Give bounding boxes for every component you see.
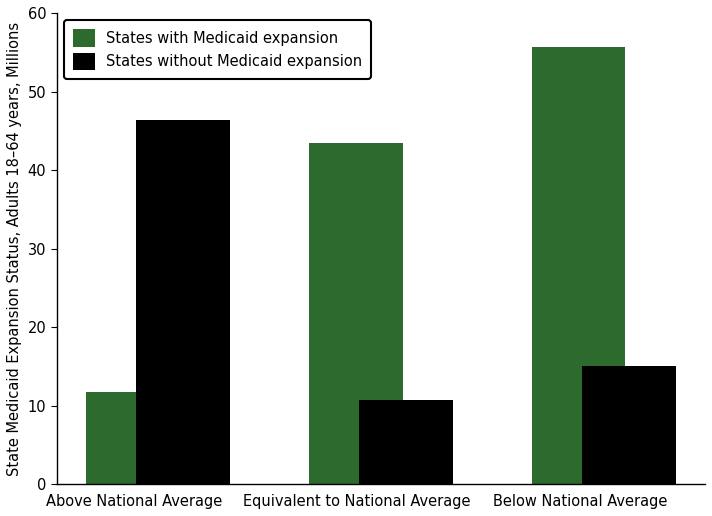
- Legend: States with Medicaid expansion, States without Medicaid expansion: States with Medicaid expansion, States w…: [64, 20, 371, 79]
- Bar: [582, 366, 676, 485]
- Bar: [136, 120, 230, 485]
- Bar: [86, 392, 179, 485]
- Y-axis label: State Medicaid Expansion Status, Adults 18–64 years, Millions: State Medicaid Expansion Status, Adults …: [7, 22, 22, 476]
- Bar: [359, 400, 453, 485]
- Bar: [309, 142, 402, 485]
- Bar: [532, 47, 625, 485]
